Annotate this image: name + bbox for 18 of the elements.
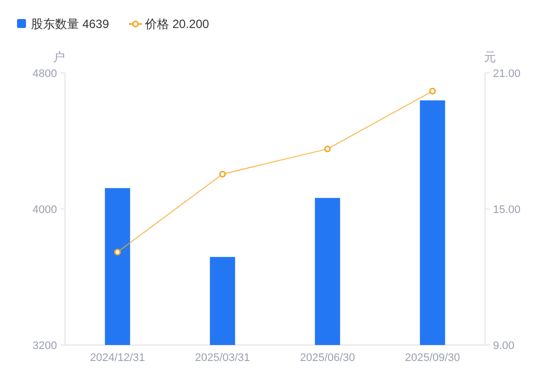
y-tick-label: 4800 [32, 68, 57, 80]
point [324, 146, 331, 152]
point [219, 170, 226, 178]
x-tick-label: 2024/12/31 [90, 352, 146, 364]
y-tick-label: 3200 [32, 340, 57, 352]
legend-label: 股东数量 4639 [31, 17, 110, 31]
x-tick-label: 2025/03/31 [194, 352, 250, 364]
legend-label: 价格 20.200 [144, 17, 210, 31]
y2-tick-label: 9.00 [493, 340, 514, 352]
point [114, 248, 121, 256]
point [429, 88, 436, 94]
y2-tick-label: 15.00 [493, 204, 521, 216]
y-tick-label: 4000 [32, 204, 57, 216]
y2-tick-label: 21.00 [493, 68, 521, 80]
x-tick-label: 2025/09/30 [404, 352, 460, 364]
y-axis-title: 户 [53, 50, 65, 64]
x-tick-label: 2025/06/30 [300, 352, 356, 364]
y2-axis-title: 元 [484, 50, 496, 64]
